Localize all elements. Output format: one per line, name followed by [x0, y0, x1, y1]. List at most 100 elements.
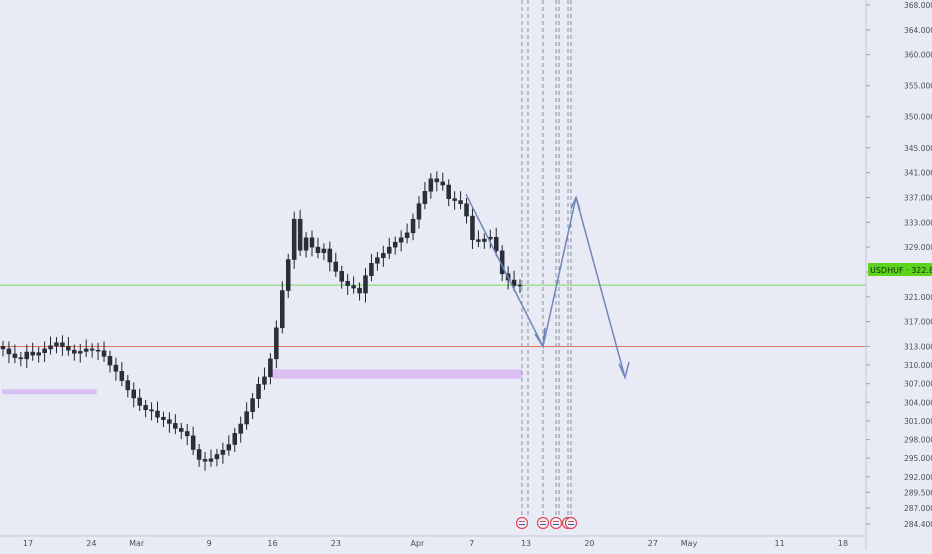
time-tick-label: 20 [584, 539, 594, 548]
candle [12, 344, 18, 364]
economic-event-icon[interactable] [549, 516, 563, 530]
candle [285, 253, 291, 299]
candle-body [78, 351, 83, 354]
candle-body [30, 351, 35, 356]
candle [36, 347, 41, 363]
candle-body [161, 416, 166, 420]
price-tick-label: 360.000 [904, 51, 932, 60]
candle-body [0, 346, 6, 350]
candle-body [339, 271, 344, 282]
candle [363, 268, 368, 303]
economic-event-icon[interactable] [564, 516, 578, 530]
candle [262, 367, 267, 390]
candle [143, 399, 148, 418]
candle-body [392, 241, 398, 248]
time-tick-label: 17 [23, 539, 33, 548]
candle [6, 341, 12, 364]
price-tick-label: 364.000 [904, 26, 932, 35]
candle-body [101, 350, 107, 357]
candle-body [149, 409, 154, 412]
price-tick-label: 287.000 [904, 504, 932, 513]
candle [149, 402, 154, 421]
candle-body [220, 449, 226, 455]
candle-body [476, 239, 481, 242]
candle [387, 237, 392, 259]
candle-body [458, 200, 463, 204]
candle-body [214, 454, 220, 460]
candle [268, 353, 273, 385]
price-tick-label: 292.000 [904, 473, 932, 482]
candle [18, 352, 24, 367]
time-tick-label: 7 [469, 539, 474, 548]
price-tick-label: 329.000 [904, 243, 932, 252]
candle-body [517, 284, 523, 287]
candle-body [404, 232, 410, 239]
candle-body [42, 348, 47, 353]
candle [107, 350, 113, 373]
candle [327, 241, 333, 272]
candle-body [155, 410, 160, 418]
candle [398, 230, 404, 252]
candle-body [369, 263, 374, 276]
price-tick-label: 289.500 [904, 488, 932, 497]
projection-path[interactable] [465, 194, 626, 378]
candle-body [327, 248, 333, 263]
candle-body [452, 198, 457, 201]
time-tick-label: May [681, 539, 698, 548]
candle [179, 422, 184, 439]
economic-event-icon[interactable] [536, 516, 550, 530]
candle-body [250, 398, 255, 412]
price-tick-label: 345.000 [904, 144, 932, 153]
candle-body [482, 238, 487, 242]
candle-body [89, 348, 95, 351]
candle-body [291, 218, 297, 260]
candle [482, 233, 487, 249]
candle-body [268, 358, 273, 378]
candle [0, 340, 6, 357]
candle [30, 342, 35, 361]
candle [54, 337, 59, 354]
candle [422, 181, 428, 210]
candle [404, 223, 410, 244]
current-price-tag-bg [868, 263, 932, 276]
candle-body [375, 257, 380, 264]
candle-body [244, 411, 249, 425]
price-tick-label: 355.000 [904, 82, 932, 91]
economic-event-icon[interactable] [515, 516, 529, 530]
candle [214, 448, 220, 467]
candle [155, 401, 160, 423]
price-tick-label: 333.000 [904, 218, 932, 227]
candle-body [125, 380, 131, 391]
candle-body [173, 423, 178, 429]
price-tick-label: 341.000 [904, 169, 932, 178]
support-zone[interactable] [2, 389, 97, 395]
candle-body [232, 433, 238, 445]
time-tick-label: 16 [267, 539, 277, 548]
candle [452, 191, 457, 210]
candle-body [12, 353, 18, 358]
candle [232, 427, 238, 452]
candle [464, 198, 469, 224]
candle-body [464, 203, 469, 217]
candle-body [190, 435, 196, 450]
price-tick-label: 298.000 [904, 436, 932, 445]
candle [42, 341, 47, 362]
candle-body [274, 327, 279, 360]
candle-body [6, 348, 12, 355]
candle [493, 227, 499, 257]
candle [428, 173, 434, 199]
candle [321, 243, 327, 261]
candle-body [131, 389, 136, 399]
candle [416, 196, 422, 229]
candle [434, 171, 440, 192]
candle-body [262, 376, 267, 385]
candle-body [66, 346, 71, 351]
candle-body [280, 290, 285, 329]
support-zone[interactable] [272, 369, 523, 379]
candle-body [60, 342, 65, 347]
time-tick-label: 18 [838, 539, 848, 548]
candle-body [351, 285, 356, 289]
